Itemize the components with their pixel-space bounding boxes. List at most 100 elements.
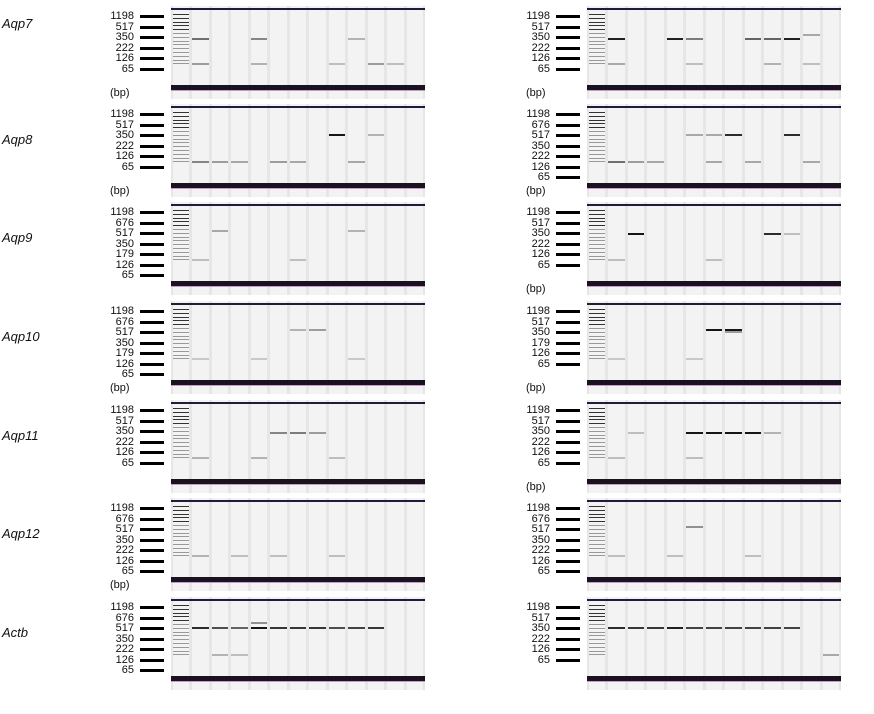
gel-lane (387, 6, 404, 99)
marker-tick (140, 242, 164, 246)
gel-top-line (171, 599, 425, 601)
ladder-band (589, 506, 605, 507)
marker-size-label: 1198 (526, 108, 550, 120)
gel-band (270, 626, 287, 629)
ladder-band (589, 620, 605, 622)
marker-tick (556, 46, 580, 50)
ladder-band (589, 358, 605, 360)
bp-unit-label: (bp) (110, 185, 130, 197)
ladder-band (173, 449, 189, 451)
gel-lane (270, 498, 287, 591)
gel-lane (666, 597, 684, 690)
ladder-band (589, 316, 605, 318)
gel-lane (666, 400, 684, 493)
marker-tick (556, 341, 580, 345)
gel-band (250, 621, 268, 624)
gel-lane (725, 400, 742, 493)
gel-lane (231, 301, 248, 394)
gel-lane (367, 301, 385, 394)
gel-lane (608, 597, 625, 690)
marker-size-label: 517 (115, 20, 134, 33)
gel-band (705, 133, 723, 136)
marker-tick (556, 517, 580, 521)
ladder-band (173, 213, 189, 215)
gel-lane (725, 6, 742, 99)
gel-lane (387, 597, 404, 690)
ladder-band (589, 244, 605, 246)
ladder-band (173, 646, 189, 648)
gel-lane (289, 6, 307, 99)
marker-size-label: 65 (121, 160, 134, 173)
gel-band (783, 133, 801, 136)
gel-band (608, 357, 625, 360)
ladder-band (173, 316, 189, 318)
ladder-band (589, 650, 605, 652)
ladder-band (589, 320, 605, 322)
gel-band (686, 626, 703, 629)
gel-band (705, 626, 723, 629)
ladder-band (173, 517, 189, 519)
gel-band (725, 432, 742, 435)
gel-lane (725, 597, 742, 690)
marker-tick (556, 637, 580, 641)
ladder-band (173, 509, 189, 511)
gel-band (270, 160, 287, 163)
gel-band (822, 653, 840, 656)
ladder-band (173, 605, 189, 606)
marker-tick (140, 232, 164, 235)
gel-band (764, 233, 781, 236)
gel-band (192, 62, 209, 65)
gel-band (764, 626, 781, 629)
ladder-band (173, 251, 189, 253)
ladder-band (589, 146, 605, 148)
gel-band (348, 229, 365, 232)
ladder-band (173, 551, 189, 553)
gel-lane (211, 202, 229, 295)
marker-tick (140, 451, 164, 454)
gel-band (367, 133, 385, 136)
ladder-band (589, 309, 605, 310)
gel-lane (647, 498, 664, 591)
gel-lane (231, 104, 248, 197)
ladder-band (589, 232, 605, 234)
ladder-band (589, 221, 605, 223)
gel-band (666, 626, 684, 629)
marker-tick (140, 144, 164, 148)
marker-size-label: 126 (531, 347, 550, 359)
gel-lane (744, 498, 762, 591)
marker-tick (140, 341, 164, 345)
ladder-band (589, 605, 605, 606)
marker-size-label: 65 (537, 258, 550, 271)
gel-band (627, 626, 645, 629)
gel-lane (822, 6, 840, 99)
ladder-band (589, 544, 605, 545)
ladder-band (173, 157, 189, 159)
gel-top-line (587, 106, 841, 108)
bp-unit-label: (bp) (110, 382, 130, 394)
ladder-band (589, 415, 605, 417)
ladder-band (589, 153, 605, 155)
gel-lane (744, 104, 762, 197)
marker-tick (140, 528, 164, 531)
marker-tick (140, 134, 164, 137)
gel-band (309, 626, 326, 629)
ladder-band (589, 536, 605, 538)
gel-band (289, 328, 307, 331)
gel-lane (192, 400, 209, 493)
marker-tick (556, 570, 580, 573)
ladder-band (589, 427, 605, 428)
ladder-band (173, 134, 189, 136)
marker-size-label: 517 (531, 523, 550, 535)
gel-front-line (171, 85, 425, 90)
marker-size-label: 222 (115, 643, 134, 655)
ladder-band (589, 654, 605, 656)
gel-lane (328, 301, 346, 394)
ladder-band (589, 213, 605, 215)
ladder-band (173, 453, 189, 455)
marker-tick (140, 331, 164, 334)
ladder-band (589, 328, 605, 329)
ladder-band (173, 536, 189, 538)
ladder-band (589, 513, 605, 515)
marker-size-label: 517 (531, 129, 550, 141)
gel-front-marker (587, 385, 841, 386)
